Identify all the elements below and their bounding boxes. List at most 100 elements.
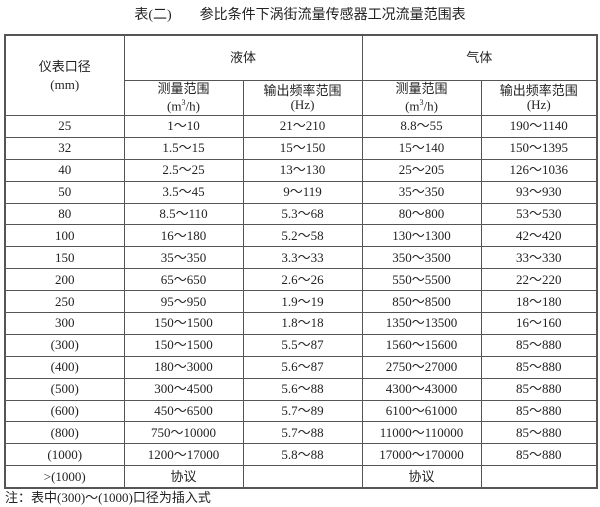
liquid-freq-range-cell: 21～210 (242, 115, 363, 138)
liquid-measure-range-cell: 150～1500 (123, 312, 244, 335)
liquid-freq-range-cell: 5.2～58 (242, 224, 363, 248)
gas-freq-range-cell: 18～180 (480, 290, 598, 314)
liquid-measure-range-cell: 3.5～45 (123, 180, 244, 204)
footnote: 注：表中(300)～(1000)口径为插入式 (5, 490, 211, 505)
table-row: (500) 300～4500 5.6～88 4300～43000 85～880 (4, 377, 598, 401)
table-row: 40 2.5～25 13～130 25～205 126～1036 (4, 158, 598, 182)
gas-freq-header: 输出频率范围 (Hz) (480, 80, 598, 116)
liquid-header: 液体 (123, 34, 363, 81)
liquid-freq-range-cell: 5.6～87 (242, 355, 363, 379)
gas-freq-range-cell (480, 465, 598, 489)
table-row: 80 8.5～110 5.3～68 80～800 53～530 (4, 202, 598, 226)
table-row: 32 1.5～15 15～150 15～140 150～1395 (4, 136, 598, 160)
diameter-cell: 80 (4, 202, 125, 226)
diameter-cell: >(1000) (4, 465, 125, 489)
gas-measure-range-cell: 35～350 (361, 180, 482, 204)
diameter-unit: (mm) (50, 76, 80, 92)
gas-measure-range-cell: 350～3500 (361, 246, 482, 270)
liquid-measure-range-cell: 1～10 (123, 115, 244, 138)
liquid-measure-range-cell: 1.5～15 (123, 136, 244, 160)
gas-freq-range-cell: 85～880 (480, 377, 598, 401)
liquid-measure-range-cell: 35～350 (123, 246, 244, 270)
table-title: 表(二) 参比条件下涡街流量传感器工况流量范围表 (0, 4, 600, 24)
table-row: (600) 450～6500 5.7～89 6100～61000 85～880 (4, 399, 598, 423)
gas-freq-range-cell: 85～880 (480, 355, 598, 379)
gas-freq-range-cell: 126～1036 (480, 158, 598, 182)
gas-freq-range-cell: 85～880 (480, 399, 598, 423)
measure-unit: (m3/h) (167, 98, 200, 114)
gas-measure-header: 测量范围 (m3/h) (361, 80, 482, 116)
gas-measure-range-cell: 15～140 (361, 136, 482, 160)
gas-measure-range-cell: 6100～61000 (361, 399, 482, 423)
liquid-freq-range-cell: 1.8～18 (242, 312, 363, 335)
gas-freq-range-cell: 85～880 (480, 333, 598, 357)
liquid-measure-range-cell: 180～3000 (123, 355, 244, 379)
table-row: 250 95～950 1.9～19 850～8500 18～180 (4, 290, 598, 314)
gas-freq-range-cell: 85～880 (480, 421, 598, 445)
liquid-measure-range-cell: 95～950 (123, 290, 244, 314)
liquid-measure-range-cell: 8.5～110 (123, 202, 244, 226)
table-row: (800) 750～10000 5.7～88 11000～110000 85～880 (4, 421, 598, 445)
liquid-freq-range-cell: 5.7～88 (242, 421, 363, 445)
gas-freq-range-cell: 190～1140 (480, 115, 598, 138)
table-row: (400) 180～3000 5.6～87 2750～27000 85～880 (4, 355, 598, 379)
diameter-cell: (1000) (4, 443, 125, 467)
diameter-cell: (400) (4, 355, 125, 379)
gas-measure-range-cell: 550～5500 (361, 268, 482, 292)
gas-measure-range-cell: 协议 (361, 465, 482, 489)
gas-freq-range-cell: 16～160 (480, 312, 598, 335)
liquid-measure-range-cell: 450～6500 (123, 399, 244, 423)
gas-measure-range-cell: 17000～170000 (361, 443, 482, 467)
liquid-measure-range-cell: 1200～17000 (123, 443, 244, 467)
gas-header: 气体 (361, 34, 598, 81)
measure-unit: (m3/h) (405, 98, 438, 114)
liquid-freq-range-cell: 5.7～89 (242, 399, 363, 423)
table-row: 50 3.5～45 9～119 35～350 93～930 (4, 180, 598, 204)
liquid-freq-range-cell: 5.5～87 (242, 333, 363, 357)
liquid-freq-header: 输出频率范围 (Hz) (242, 80, 363, 116)
measure-label: 测量范围 (157, 81, 210, 97)
diameter-cell: (500) (4, 377, 125, 401)
liquid-freq-range-cell: 1.9～19 (242, 290, 363, 314)
table-caption: 参比条件下涡街流量传感器工况流量范围表 (199, 8, 466, 23)
gas-freq-range-cell: 22～220 (480, 268, 598, 292)
freq-label: 输出频率范围 (263, 83, 342, 98)
liquid-measure-range-cell: 150～1500 (123, 333, 244, 357)
table-row: 25 1～10 21～210 8.8～55 190～1140 (4, 115, 598, 138)
table-row: 100 16～180 5.2～58 130～1300 42～420 (4, 224, 598, 248)
liquid-measure-range-cell: 300～4500 (123, 377, 244, 401)
table-row: (1000) 1200～17000 5.8～88 17000～170000 85～880 (4, 443, 598, 467)
diameter-cell: 300 (4, 312, 125, 335)
liquid-freq-range-cell (242, 465, 363, 489)
diameter-cell: 32 (4, 136, 125, 160)
gas-measure-range-cell: 80～800 (361, 202, 482, 226)
header-row: 仪表口径 (mm) 液体 气体 (4, 34, 598, 116)
table-row: 150 35～350 3.3～33 350～3500 33～330 (4, 246, 598, 270)
table-row: (300) 150～1500 5.5～87 1560～15600 85～880 (4, 333, 598, 357)
diameter-label: 仪表口径 (38, 58, 91, 74)
measure-label: 测量范围 (395, 81, 448, 97)
diameter-cell: 50 (4, 180, 125, 204)
liquid-freq-range-cell: 5.6～88 (242, 377, 363, 401)
liquid-measure-range-cell: 65～650 (123, 268, 244, 292)
diameter-cell: 250 (4, 290, 125, 314)
diameter-cell: (600) (4, 399, 125, 423)
liquid-measure-range-cell: 协议 (123, 465, 244, 489)
gas-freq-range-cell: 33～330 (480, 246, 598, 270)
gas-measure-range-cell: 8.8～55 (361, 115, 482, 138)
subheader-row: 测量范围 (m3/h) 输出频率范围 (Hz) 测量范围 (m3/h) 输出频率范围(… (5, 80, 598, 116)
freq-unit: (Hz) (526, 97, 551, 112)
gas-measure-range-cell: 4300～43000 (361, 377, 482, 401)
gas-measure-range-cell: 850～8500 (361, 290, 482, 314)
diameter-cell: (800) (4, 421, 125, 445)
gas-measure-range-cell: 1560～15600 (361, 333, 482, 357)
freq-label: 输出频率范围 (499, 83, 578, 98)
diameter-cell: 40 (4, 158, 125, 182)
diameter-cell: 100 (4, 224, 125, 248)
table-row: 300 150～1500 1.8～18 1350～13500 16～160 (4, 312, 598, 335)
diameter-cell: 150 (4, 246, 125, 270)
gas-measure-range-cell: 11000～110000 (361, 421, 482, 445)
gas-freq-range-cell: 150～1395 (480, 136, 598, 160)
gas-freq-range-cell: 93～930 (480, 180, 598, 204)
liquid-freq-range-cell: 5.3～68 (242, 202, 363, 226)
